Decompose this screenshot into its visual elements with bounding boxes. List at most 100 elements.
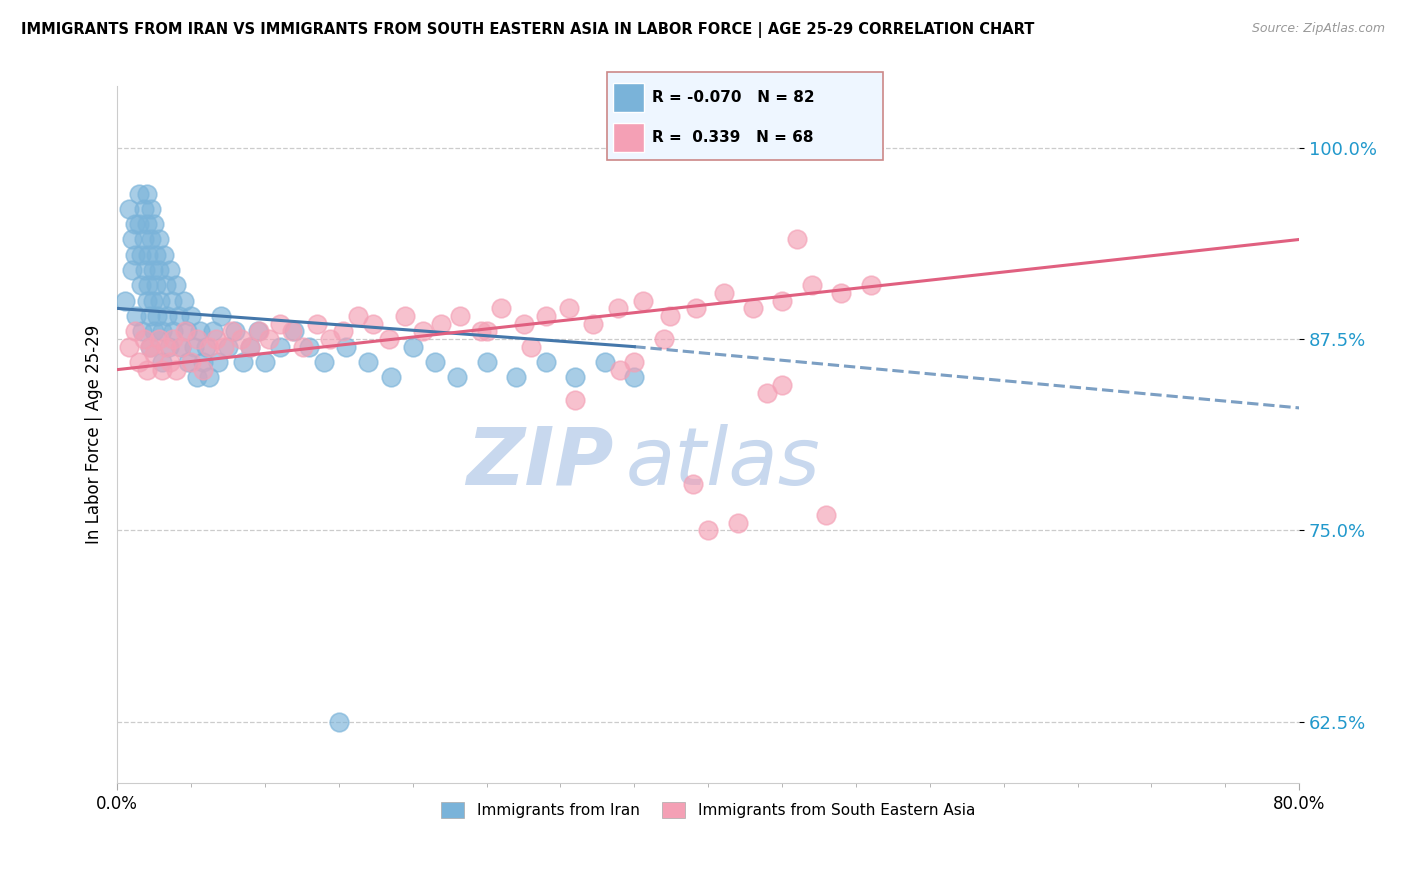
Point (394, 309, 416, 323)
Point (135, 186, 157, 201)
Point (176, 324, 198, 338)
Point (623, 370, 645, 384)
Point (505, 370, 527, 384)
FancyBboxPatch shape (607, 72, 883, 160)
Y-axis label: In Labor Force | Age 25-29: In Labor Force | Age 25-29 (86, 325, 103, 544)
Point (685, 301, 707, 316)
Point (259, 332, 281, 346)
Point (727, 516, 749, 530)
Point (186, 370, 208, 384)
Point (159, 355, 181, 369)
Point (148, 232, 170, 246)
Point (207, 355, 229, 369)
Point (136, 278, 159, 293)
Point (165, 278, 187, 293)
Point (312, 355, 335, 369)
Point (170, 340, 193, 354)
Bar (613, 123, 644, 152)
Point (292, 340, 315, 354)
Point (191, 355, 214, 369)
Point (150, 324, 173, 338)
Point (128, 217, 150, 231)
Point (378, 332, 401, 346)
Point (298, 340, 321, 354)
Point (129, 248, 152, 262)
Point (512, 317, 534, 331)
Text: ZIP: ZIP (467, 424, 613, 501)
Point (159, 263, 181, 277)
Point (118, 202, 141, 216)
Point (134, 263, 156, 277)
Point (194, 340, 217, 354)
Point (380, 370, 402, 384)
Point (564, 393, 586, 408)
Point (143, 347, 166, 361)
Point (283, 324, 305, 338)
Point (124, 217, 146, 231)
Point (253, 355, 276, 369)
Point (770, 378, 793, 392)
Point (741, 301, 763, 316)
Bar (613, 83, 644, 112)
Point (246, 324, 269, 338)
Point (446, 370, 468, 384)
Point (319, 332, 342, 346)
Point (423, 355, 446, 369)
Point (357, 355, 380, 369)
Point (141, 232, 163, 246)
Point (402, 340, 425, 354)
Point (132, 202, 155, 216)
Point (205, 332, 228, 346)
Point (128, 186, 150, 201)
Point (607, 301, 630, 316)
Point (770, 293, 793, 308)
Point (786, 232, 808, 246)
Point (475, 355, 498, 369)
Point (129, 278, 152, 293)
Legend: Immigrants from Iran, Immigrants from South Eastern Asia: Immigrants from Iran, Immigrants from So… (436, 796, 981, 824)
Point (138, 340, 160, 354)
Point (697, 524, 720, 538)
Point (202, 324, 225, 338)
Point (491, 301, 513, 316)
Point (198, 370, 221, 384)
Point (232, 355, 254, 369)
Point (239, 340, 262, 354)
Point (165, 362, 187, 376)
Point (658, 309, 681, 323)
Point (756, 385, 779, 400)
Point (609, 362, 631, 376)
Point (247, 324, 270, 338)
Point (155, 278, 177, 293)
Point (149, 293, 172, 308)
Point (148, 332, 170, 346)
Point (534, 309, 557, 323)
Point (150, 355, 173, 369)
Point (162, 324, 184, 338)
Point (135, 217, 157, 231)
Point (132, 332, 155, 346)
Point (269, 317, 291, 331)
Point (131, 324, 153, 338)
Text: R = -0.070   N = 82: R = -0.070 N = 82 (652, 90, 815, 104)
Text: atlas: atlas (626, 424, 820, 501)
Text: Source: ZipAtlas.com: Source: ZipAtlas.com (1251, 22, 1385, 36)
Point (142, 263, 165, 277)
Point (239, 340, 262, 354)
Point (128, 355, 150, 369)
Point (859, 278, 882, 293)
Point (132, 232, 155, 246)
Point (143, 217, 166, 231)
Point (148, 263, 170, 277)
Point (198, 340, 221, 354)
Point (269, 340, 291, 354)
Point (145, 248, 167, 262)
Point (429, 317, 451, 331)
Point (180, 309, 202, 323)
Point (142, 293, 165, 308)
Point (118, 340, 141, 354)
Point (280, 324, 302, 338)
Point (520, 340, 543, 354)
Point (124, 324, 146, 338)
Point (347, 309, 370, 323)
